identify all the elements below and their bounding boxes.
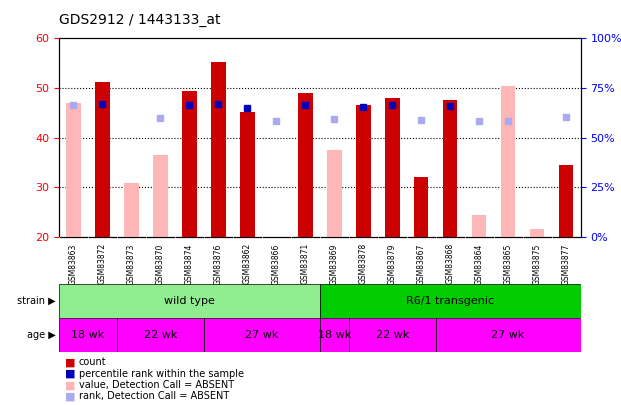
Text: percentile rank within the sample: percentile rank within the sample: [79, 369, 244, 379]
Text: R6/1 transgenic: R6/1 transgenic: [406, 296, 494, 306]
Text: ■: ■: [65, 380, 76, 390]
Text: 18 wk: 18 wk: [318, 330, 351, 340]
Text: rank, Detection Call = ABSENT: rank, Detection Call = ABSENT: [79, 392, 229, 401]
Text: GDS2912 / 1443133_at: GDS2912 / 1443133_at: [59, 13, 220, 27]
Bar: [472, 215, 486, 237]
Text: 22 wk: 22 wk: [143, 330, 177, 340]
Text: 27 wk: 27 wk: [491, 330, 525, 340]
Bar: [117, 318, 204, 352]
Text: value, Detection Call = ABSENT: value, Detection Call = ABSENT: [79, 380, 234, 390]
Bar: [298, 93, 312, 237]
Text: 22 wk: 22 wk: [376, 330, 409, 340]
Bar: [327, 150, 342, 237]
Text: ■: ■: [65, 392, 76, 401]
Bar: [436, 318, 581, 352]
Bar: [211, 62, 225, 237]
Text: ■: ■: [65, 358, 76, 367]
Bar: [320, 318, 349, 352]
Bar: [320, 284, 581, 318]
Bar: [153, 155, 168, 237]
Bar: [356, 105, 371, 237]
Bar: [182, 91, 197, 237]
Text: wild type: wild type: [164, 296, 215, 306]
Bar: [414, 177, 428, 237]
Bar: [95, 82, 110, 237]
Bar: [240, 112, 255, 237]
Bar: [559, 165, 573, 237]
Text: count: count: [79, 358, 106, 367]
Text: strain ▶: strain ▶: [17, 296, 56, 306]
Bar: [349, 318, 436, 352]
Text: 18 wk: 18 wk: [71, 330, 104, 340]
Bar: [204, 318, 320, 352]
Bar: [66, 103, 81, 237]
Text: ■: ■: [65, 369, 76, 379]
Text: age ▶: age ▶: [27, 330, 56, 340]
Bar: [530, 230, 545, 237]
Bar: [501, 85, 515, 237]
Bar: [59, 284, 320, 318]
Bar: [124, 183, 138, 237]
Text: 27 wk: 27 wk: [245, 330, 279, 340]
Bar: [443, 100, 458, 237]
Bar: [59, 318, 117, 352]
Bar: [385, 98, 399, 237]
